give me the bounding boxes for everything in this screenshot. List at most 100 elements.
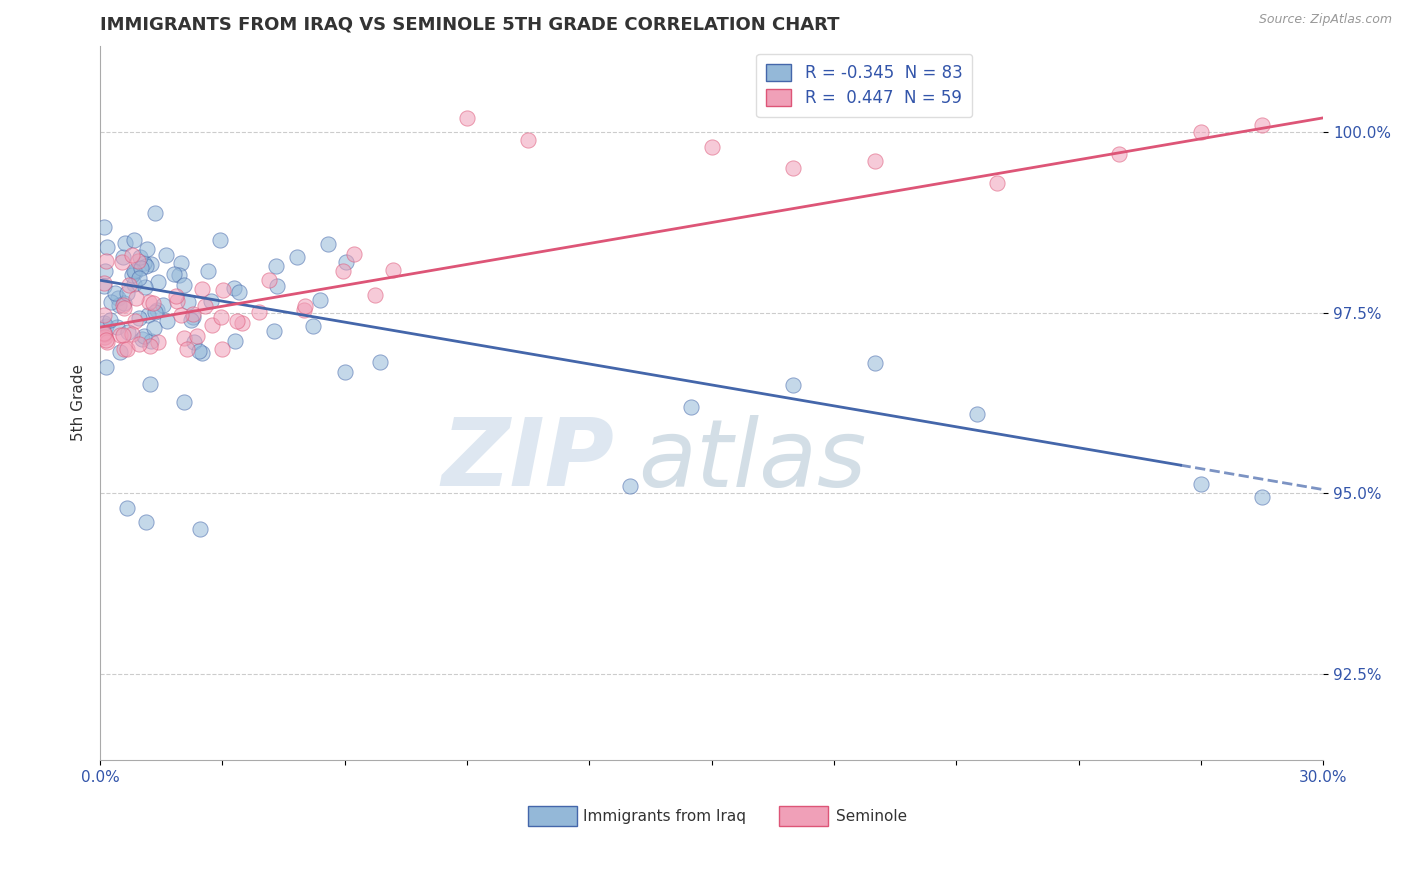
Point bbox=[180, 313, 202, 327]
Point bbox=[121, 327, 143, 342]
Point bbox=[135, 515, 157, 529]
Point bbox=[93, 330, 115, 344]
Point bbox=[100, 313, 122, 327]
Point bbox=[134, 329, 156, 343]
Point bbox=[364, 288, 387, 302]
Point bbox=[93, 220, 115, 235]
Point bbox=[107, 291, 129, 305]
Point bbox=[94, 333, 117, 347]
Point bbox=[108, 327, 131, 342]
Point bbox=[124, 265, 146, 279]
Point bbox=[115, 286, 138, 301]
Point bbox=[332, 264, 354, 278]
Point bbox=[782, 378, 804, 392]
Point bbox=[309, 293, 332, 307]
Point bbox=[191, 346, 214, 360]
Point bbox=[208, 233, 231, 247]
Point bbox=[112, 342, 135, 356]
Point bbox=[266, 279, 288, 293]
FancyBboxPatch shape bbox=[779, 806, 828, 826]
FancyBboxPatch shape bbox=[529, 806, 576, 826]
Point bbox=[155, 248, 177, 262]
Point bbox=[96, 334, 118, 349]
Point bbox=[211, 283, 233, 297]
Point bbox=[124, 314, 146, 328]
Point bbox=[93, 326, 115, 341]
Point bbox=[129, 250, 152, 264]
Point bbox=[131, 332, 153, 346]
Point bbox=[170, 255, 193, 269]
Point bbox=[456, 111, 478, 125]
Point bbox=[247, 305, 270, 319]
Point bbox=[681, 400, 703, 414]
Point bbox=[225, 314, 247, 328]
Legend: R = -0.345  N = 83, R =  0.447  N = 59: R = -0.345 N = 83, R = 0.447 N = 59 bbox=[756, 54, 973, 117]
Point bbox=[183, 310, 205, 324]
Point bbox=[294, 299, 316, 313]
Point bbox=[111, 255, 134, 269]
Point bbox=[368, 355, 391, 369]
Point bbox=[966, 407, 988, 421]
Point bbox=[986, 176, 1008, 190]
Point bbox=[209, 310, 232, 324]
Text: Immigrants from Iraq: Immigrants from Iraq bbox=[583, 808, 747, 823]
Point bbox=[173, 331, 195, 345]
Point bbox=[285, 250, 308, 264]
Point bbox=[176, 295, 198, 310]
Point bbox=[104, 286, 127, 301]
Point bbox=[173, 278, 195, 293]
Point bbox=[143, 321, 166, 335]
Point bbox=[183, 335, 205, 350]
Point bbox=[138, 295, 160, 310]
Point bbox=[318, 236, 340, 251]
Point bbox=[125, 291, 148, 305]
Point bbox=[263, 324, 285, 338]
Point bbox=[136, 242, 159, 256]
Point bbox=[257, 273, 280, 287]
Point bbox=[94, 360, 117, 375]
Point bbox=[292, 302, 315, 317]
Point bbox=[188, 522, 211, 536]
Point bbox=[143, 305, 166, 319]
Point bbox=[143, 206, 166, 220]
Point bbox=[302, 318, 325, 333]
Point bbox=[124, 277, 146, 291]
Point bbox=[333, 365, 356, 379]
Point bbox=[173, 394, 195, 409]
Point bbox=[115, 342, 138, 356]
Point bbox=[148, 275, 170, 289]
Point bbox=[122, 264, 145, 278]
Point bbox=[170, 308, 193, 322]
Point bbox=[114, 236, 136, 251]
Text: ZIP: ZIP bbox=[441, 414, 614, 506]
Point bbox=[231, 316, 253, 330]
Point bbox=[264, 259, 287, 273]
Point bbox=[148, 334, 170, 349]
Point bbox=[176, 342, 198, 356]
Point bbox=[197, 264, 219, 278]
Point bbox=[782, 161, 804, 176]
Point bbox=[382, 263, 405, 277]
Point bbox=[141, 334, 163, 349]
Point bbox=[142, 296, 165, 310]
Point bbox=[94, 253, 117, 268]
Point bbox=[222, 281, 245, 295]
Point bbox=[156, 314, 179, 328]
Point bbox=[93, 308, 115, 322]
Point bbox=[122, 233, 145, 247]
Point bbox=[94, 264, 117, 278]
Point bbox=[129, 261, 152, 276]
Point bbox=[128, 310, 150, 325]
Point bbox=[118, 278, 141, 293]
Point bbox=[93, 278, 115, 293]
Point bbox=[138, 376, 160, 391]
Point bbox=[1108, 147, 1130, 161]
Point bbox=[112, 301, 135, 315]
Point bbox=[93, 326, 115, 341]
Point bbox=[146, 303, 169, 318]
Point bbox=[193, 299, 215, 313]
Point bbox=[1251, 490, 1274, 504]
Point bbox=[181, 307, 204, 321]
Point bbox=[517, 132, 540, 146]
Text: atlas: atlas bbox=[638, 415, 866, 506]
